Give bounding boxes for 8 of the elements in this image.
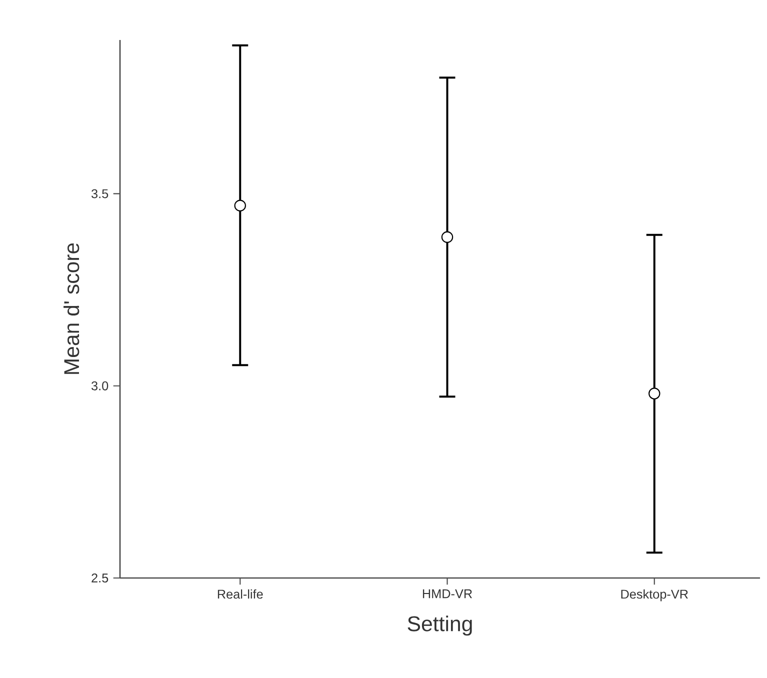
- x-axis-title: Setting: [408, 616, 472, 636]
- x-tick-label: Desktop-VR: [621, 589, 688, 602]
- y-tick-label: 3.5: [91, 189, 108, 198]
- y-tick-label: 2.5: [92, 574, 108, 582]
- y-axis-title: Mean d' score: [64, 243, 80, 374]
- x-tick-label: Real-life: [218, 589, 263, 599]
- x-tick-label: HMD-VR: [422, 589, 472, 598]
- y-tick-label: 3.0: [91, 381, 108, 390]
